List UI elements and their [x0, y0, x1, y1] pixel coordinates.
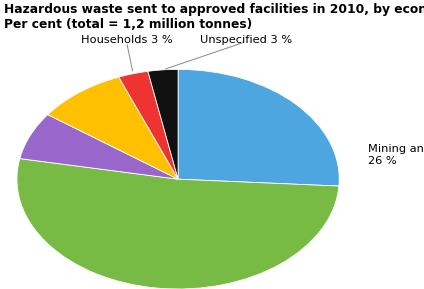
Wedge shape [119, 71, 178, 179]
Wedge shape [48, 77, 178, 179]
Wedge shape [148, 69, 178, 179]
Wedge shape [20, 115, 178, 179]
Text: Households 3 %: Households 3 % [81, 35, 172, 45]
Text: Unspecified 3 %: Unspecified 3 % [200, 35, 292, 45]
Wedge shape [178, 69, 339, 186]
Wedge shape [17, 159, 339, 289]
Text: Hazardous waste sent to approved facilities in 2010, by economic activity.
Per c: Hazardous waste sent to approved facilit… [4, 3, 424, 31]
Text: Mining and quarrying
26 %: Mining and quarrying 26 % [368, 144, 424, 166]
